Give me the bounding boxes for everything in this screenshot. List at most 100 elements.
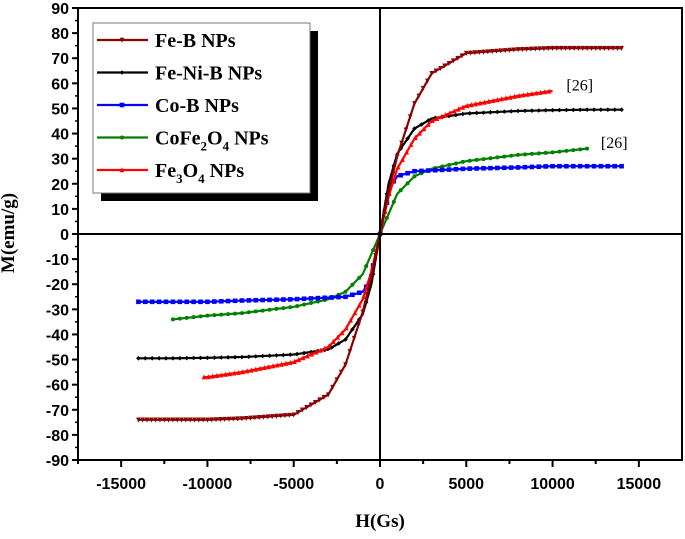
data-point: [174, 417, 180, 423]
data-point: [119, 167, 125, 173]
data-point: [529, 108, 535, 113]
x-tick-label: -10000: [183, 476, 233, 493]
data-point: [364, 291, 370, 298]
y-tick-label: -40: [46, 327, 69, 344]
data-point: [248, 415, 253, 421]
data-point: [495, 165, 500, 171]
data-point: [570, 107, 576, 113]
data-point: [170, 317, 175, 322]
data-point: [302, 302, 307, 307]
data-point: [214, 372, 220, 379]
data-point: [309, 351, 315, 357]
data-point: [619, 163, 624, 169]
data-point: [602, 45, 607, 51]
data-point: [463, 50, 469, 56]
data-point: [339, 330, 345, 336]
data-point: [426, 118, 431, 123]
data-point: [149, 299, 155, 305]
data-point: [473, 101, 479, 107]
data-point: [240, 369, 246, 375]
data-point: [426, 168, 431, 173]
data-point: [361, 293, 366, 299]
data-point: [453, 161, 458, 166]
data-point: [244, 368, 250, 374]
data-point: [460, 111, 466, 117]
data-point: [246, 354, 252, 360]
data-point: [191, 355, 196, 361]
y-tick-label: 20: [51, 177, 69, 194]
data-point: [447, 162, 452, 167]
data-point: [283, 360, 289, 366]
y-tick-label: -60: [46, 378, 69, 395]
data-point: [430, 117, 435, 123]
data-point: [486, 98, 492, 104]
data-point: [334, 377, 340, 383]
data-point: [212, 313, 217, 318]
data-point: [597, 45, 603, 51]
data-point: [405, 181, 410, 186]
data-point: [279, 361, 284, 367]
data-point: [326, 343, 332, 349]
y-tick-label: -90: [46, 453, 69, 470]
data-point: [522, 108, 528, 114]
data-point: [350, 292, 355, 298]
data-point: [612, 163, 617, 169]
data-point: [201, 374, 207, 380]
data-point: [543, 164, 548, 169]
data-point: [177, 316, 182, 321]
data-point: [482, 99, 487, 105]
legend-text: Co-B NPs: [155, 95, 239, 117]
data-point: [335, 334, 341, 340]
data-point: [231, 370, 237, 376]
data-point: [469, 102, 474, 108]
legend-text: O: [207, 128, 223, 150]
data-point: [239, 311, 244, 316]
data-point: [591, 163, 597, 169]
data-point: [287, 352, 293, 358]
annotation-ref: [26]: [566, 77, 593, 94]
data-point: [257, 365, 263, 371]
x-axis-title: H(Gs): [355, 511, 405, 532]
data-point: [515, 108, 521, 114]
data-point: [136, 299, 141, 305]
data-point: [522, 152, 527, 157]
data-point: [281, 297, 286, 302]
data-point: [416, 93, 422, 99]
data-point: [198, 355, 203, 361]
data-point: [598, 107, 604, 112]
data-point: [350, 327, 355, 332]
data-point: [501, 165, 507, 171]
data-point: [543, 150, 548, 155]
data-point: [295, 409, 301, 416]
y-tick-label: -50: [46, 353, 69, 370]
x-tick-label: 0: [376, 476, 385, 493]
data-point: [282, 413, 288, 419]
data-point: [490, 97, 496, 104]
data-point: [453, 166, 459, 172]
data-point: [407, 114, 413, 120]
data-point: [543, 108, 548, 113]
data-point: [267, 297, 272, 303]
data-point: [232, 298, 238, 304]
data-point: [605, 163, 611, 169]
data-point: [494, 48, 499, 54]
data-point: [356, 322, 361, 328]
data-point: [528, 46, 534, 52]
data-point: [225, 298, 231, 304]
data-point: [369, 274, 374, 280]
data-point: [119, 102, 125, 108]
data-point: [489, 49, 495, 55]
data-point: [239, 354, 245, 360]
data-point: [391, 199, 396, 204]
legend-subscript: 4: [198, 171, 205, 186]
y-tick-label: 70: [51, 51, 69, 68]
data-point: [315, 295, 321, 301]
data-point: [260, 297, 265, 303]
legend-text: NPs: [229, 128, 269, 150]
data-point: [564, 148, 569, 153]
data-point: [533, 46, 538, 52]
data-point: [417, 130, 422, 136]
data-point: [578, 147, 583, 152]
